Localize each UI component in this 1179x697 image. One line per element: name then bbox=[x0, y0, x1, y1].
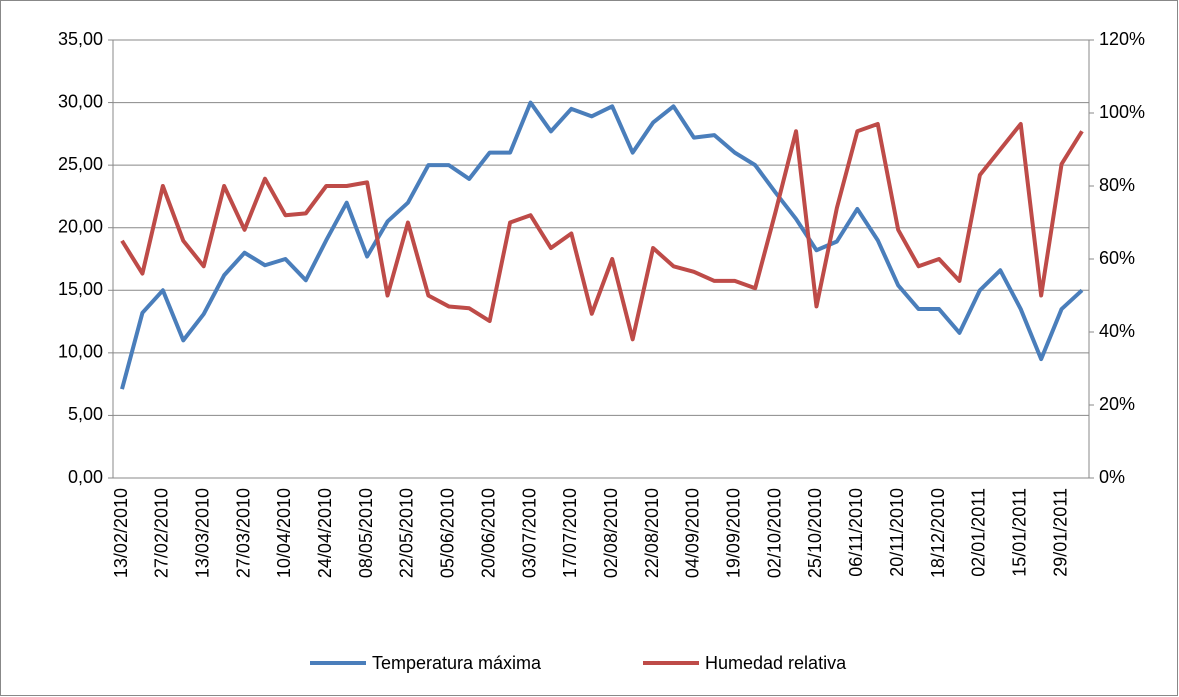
x-tick-label: 27/02/2010 bbox=[152, 488, 172, 578]
x-tick-label: 02/10/2010 bbox=[764, 488, 784, 578]
x-tick-label: 24/04/2010 bbox=[315, 488, 335, 578]
x-tick-label: 19/09/2010 bbox=[724, 488, 744, 578]
y2-tick-label: 0% bbox=[1099, 467, 1125, 487]
x-tick-label: 27/03/2010 bbox=[233, 488, 253, 578]
x-tick-label: 10/04/2010 bbox=[274, 488, 294, 578]
x-tick-label: 13/03/2010 bbox=[192, 488, 212, 578]
x-tick-label: 17/07/2010 bbox=[560, 488, 580, 578]
x-tick-label: 04/09/2010 bbox=[683, 488, 703, 578]
legend-label: Humedad relativa bbox=[705, 653, 847, 673]
y2-tick-label: 40% bbox=[1099, 321, 1135, 341]
x-tick-label: 25/10/2010 bbox=[805, 488, 825, 578]
legend-label: Temperatura máxima bbox=[372, 653, 542, 673]
x-tick-label: 08/05/2010 bbox=[356, 488, 376, 578]
x-tick-label: 02/01/2011 bbox=[969, 488, 989, 577]
y-tick-label: 35,00 bbox=[58, 29, 103, 49]
x-tick-label: 05/06/2010 bbox=[438, 488, 458, 578]
y-tick-label: 25,00 bbox=[58, 154, 103, 174]
series-line bbox=[120, 121, 1084, 342]
x-tick-label: 22/08/2010 bbox=[642, 488, 662, 578]
y2-tick-label: 80% bbox=[1099, 175, 1135, 195]
x-tick-label: 02/08/2010 bbox=[601, 488, 621, 578]
y-tick-label: 0,00 bbox=[68, 467, 103, 487]
y-tick-label: 5,00 bbox=[68, 404, 103, 424]
y2-tick-label: 120% bbox=[1099, 29, 1145, 49]
x-tick-label: 13/02/2010 bbox=[111, 488, 131, 578]
x-tick-label: 20/11/2010 bbox=[887, 488, 907, 577]
y-tick-label: 15,00 bbox=[58, 279, 103, 299]
y2-tick-label: 100% bbox=[1099, 102, 1145, 122]
y-tick-label: 30,00 bbox=[58, 91, 103, 111]
x-tick-label: 18/12/2010 bbox=[928, 488, 948, 578]
y-tick-label: 20,00 bbox=[58, 216, 103, 236]
x-tick-label: 22/05/2010 bbox=[397, 488, 417, 578]
x-tick-label: 15/01/2011 bbox=[1009, 488, 1029, 577]
y-tick-label: 10,00 bbox=[58, 342, 103, 362]
y2-tick-label: 20% bbox=[1099, 394, 1135, 414]
x-tick-label: 29/01/2011 bbox=[1050, 488, 1070, 577]
x-tick-label: 20/06/2010 bbox=[478, 488, 498, 578]
y2-tick-label: 60% bbox=[1099, 248, 1135, 268]
series-line bbox=[120, 100, 1084, 390]
x-tick-label: 03/07/2010 bbox=[519, 488, 539, 578]
x-tick-label: 06/11/2010 bbox=[846, 488, 866, 577]
